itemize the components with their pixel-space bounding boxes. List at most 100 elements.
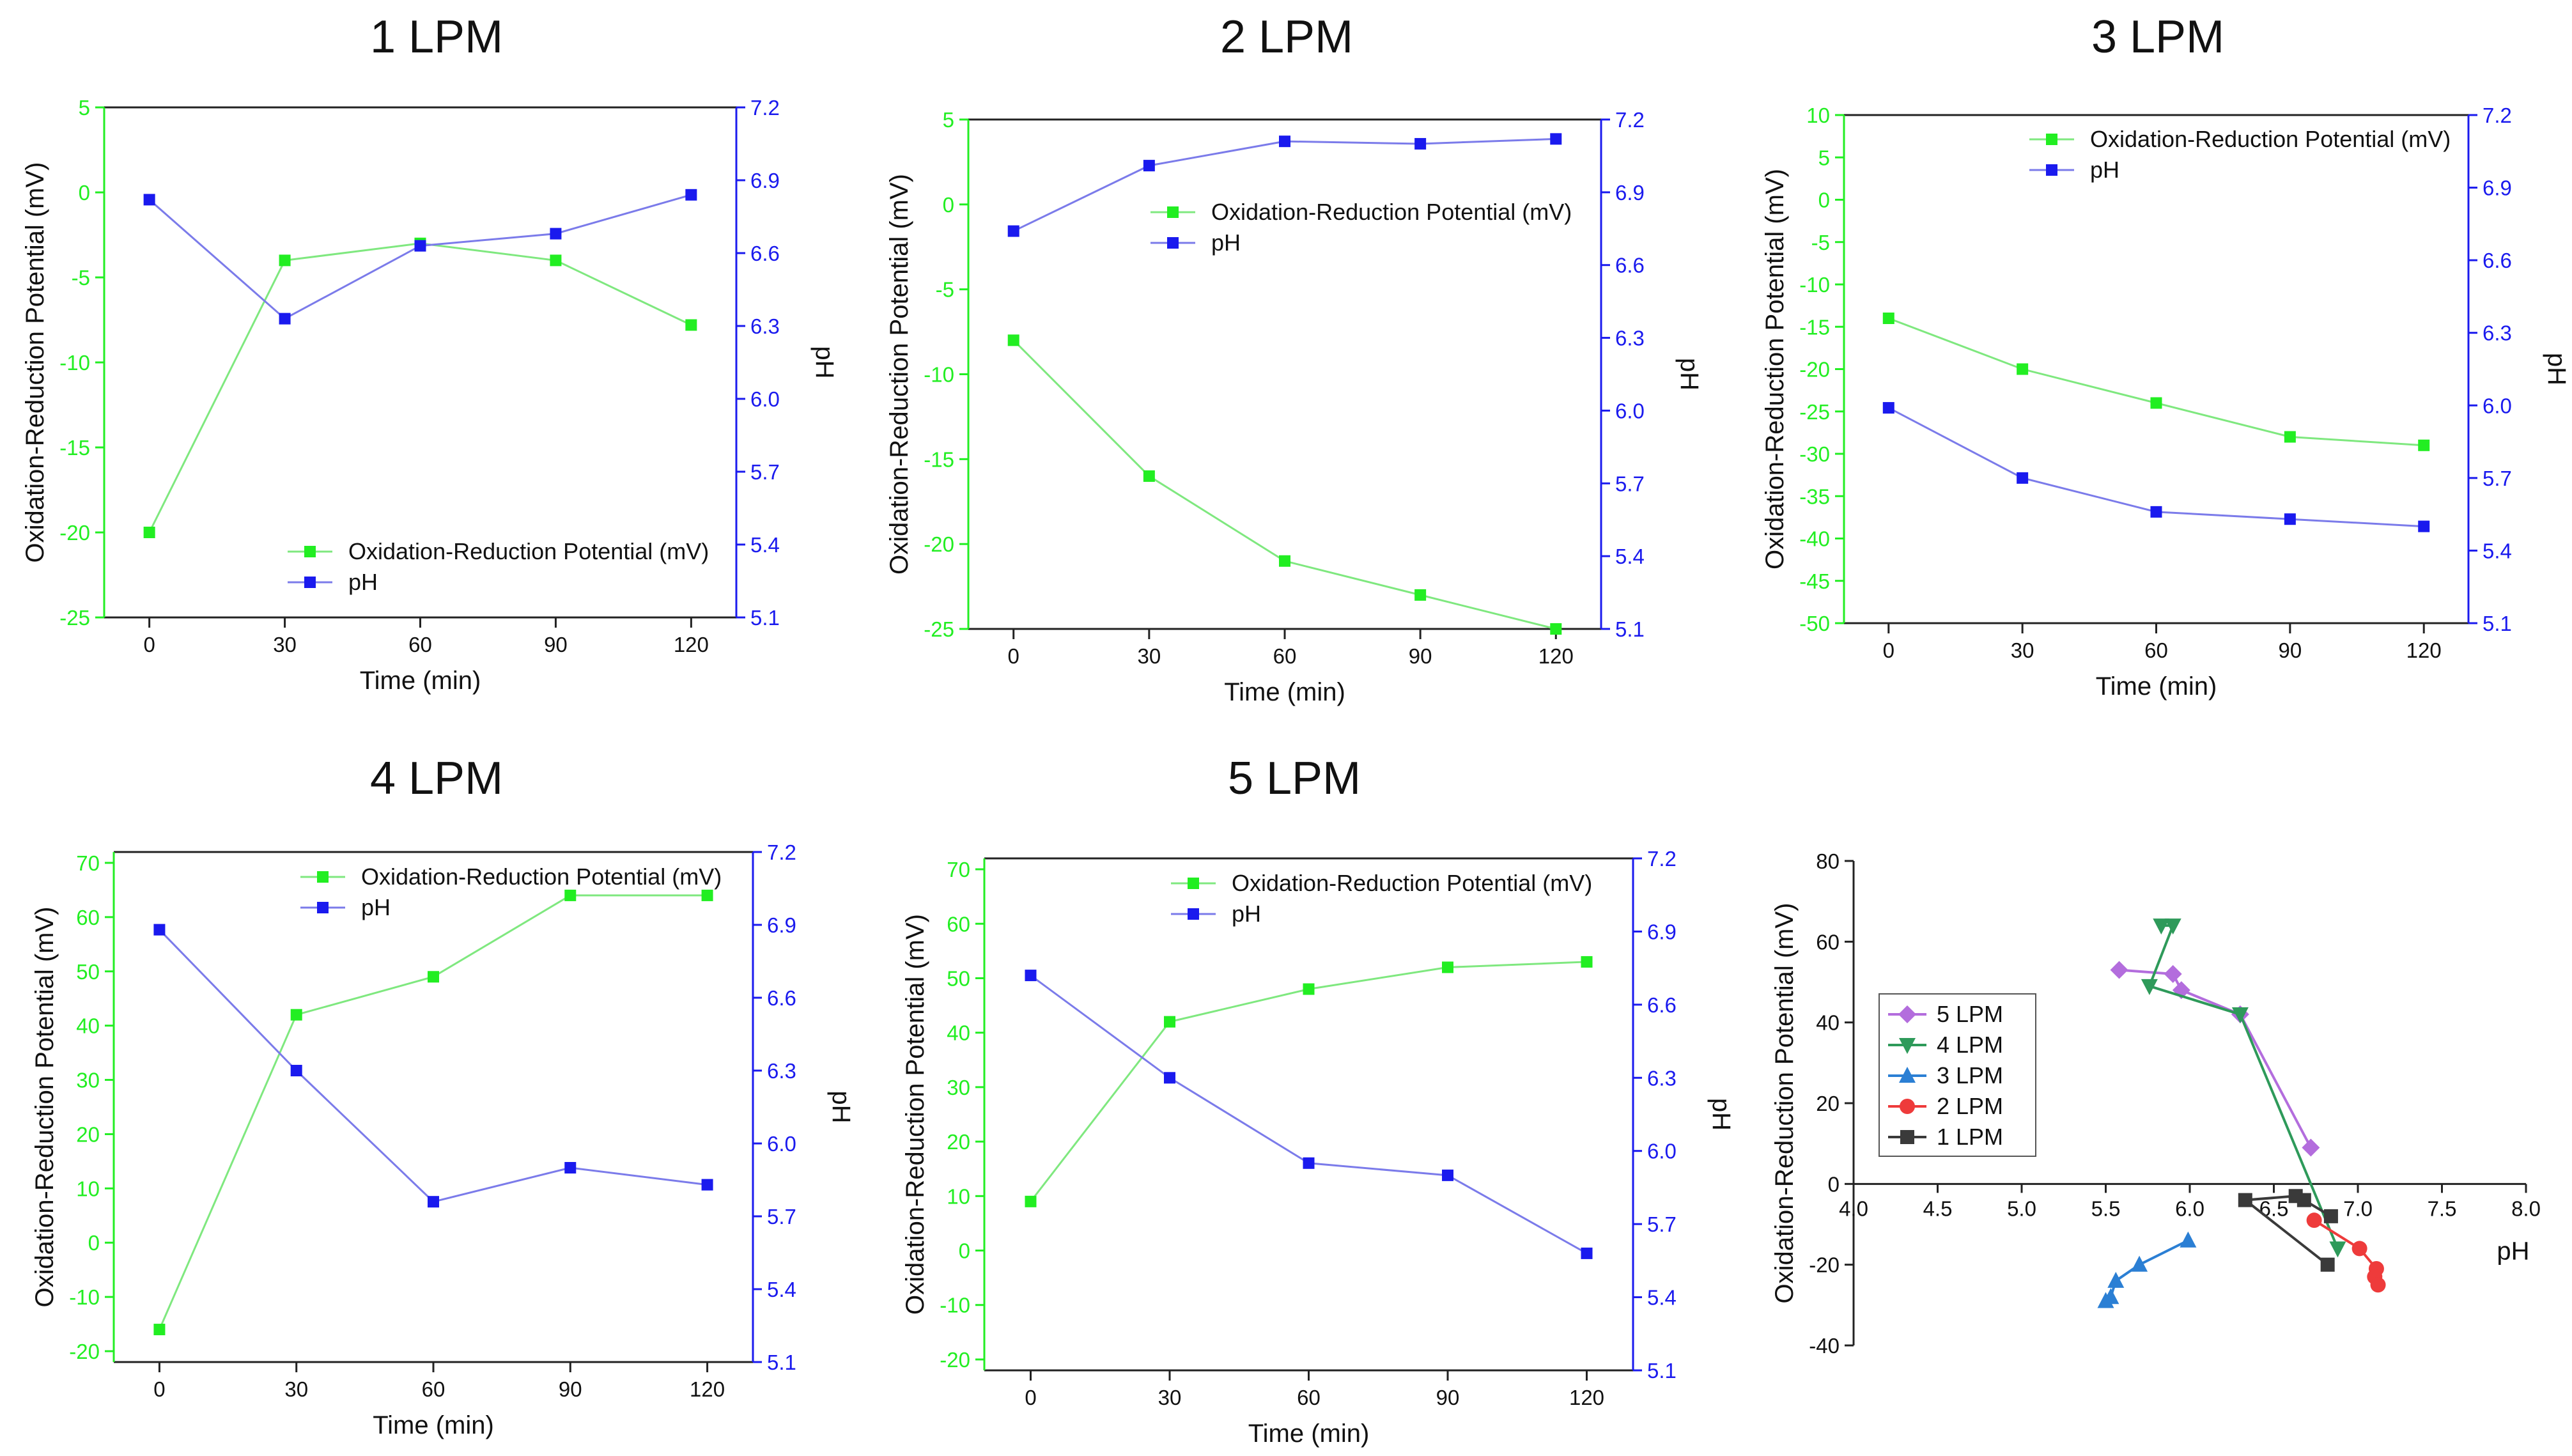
legend-marker <box>1900 1099 1915 1114</box>
y2-axis-title: pH <box>1707 1098 1735 1131</box>
x-tick-label: 0 <box>153 1377 165 1401</box>
x-tick-label: 90 <box>2278 639 2302 662</box>
ph-point <box>685 189 697 201</box>
orp-series-line <box>159 894 708 1330</box>
data-point <box>2302 1138 2320 1157</box>
data-point <box>2164 918 2181 935</box>
panel-title: 3 LPM <box>2091 12 2224 63</box>
legend: Oxidation-Reduction Potential (mV) pH <box>1150 199 1572 256</box>
x-tick-label: 30 <box>1158 1386 1182 1409</box>
y2-tick-label: 5.4 <box>1615 545 1645 568</box>
legend-label: pH <box>348 569 378 595</box>
ph-point <box>2017 472 2029 484</box>
y-tick-label: -20 <box>69 1340 100 1363</box>
y-tick-label: -45 <box>1799 569 1830 593</box>
y-tick-label: 20 <box>76 1122 100 1146</box>
y-tick-label: 20 <box>1816 1092 1840 1115</box>
orp-point <box>564 889 577 901</box>
y-tick-label: -20 <box>924 532 954 556</box>
legend-marker <box>2046 164 2057 176</box>
y2-tick-label: 5.7 <box>767 1205 796 1228</box>
x-tick-label: 7.5 <box>2428 1197 2457 1220</box>
legend-marker <box>1900 1130 1914 1144</box>
y2-tick-label: 5.7 <box>750 460 780 484</box>
orp-series-line <box>1888 317 2424 447</box>
data-point <box>2329 1241 2346 1258</box>
data-point <box>2306 1212 2322 1228</box>
y-tick-label: 10 <box>1806 104 1830 127</box>
y-tick-label: -10 <box>924 363 954 387</box>
y2-tick-label: 6.9 <box>1615 181 1645 205</box>
orp-point <box>550 254 562 267</box>
y-axis-title: Oxidation-Reduction Potential (mV) <box>901 914 929 1315</box>
panel-2lpm: 2 LPM 0 30 60 90 120 5 0 -5 -10 -15 -20 -25 7.2 6.9 6.6… <box>885 12 1703 706</box>
legend-marker <box>1167 206 1179 218</box>
y2-tick-label: 7.2 <box>750 96 780 120</box>
ph-point <box>1279 136 1290 148</box>
ph-point <box>550 228 562 240</box>
y-tick-label: -25 <box>1799 400 1830 424</box>
ph-point <box>1025 970 1037 982</box>
panel-title: 5 LPM <box>1228 753 1361 804</box>
orp-point <box>1279 555 1290 567</box>
panel-ph-vs-orp: 80 60 40 20 0 -20 -40 4.0 4.5 5.0 5.5 6.0 6.5 7.0 7.5 8… <box>1770 849 2541 1358</box>
y2-tick-label: 6.6 <box>767 986 796 1010</box>
y-tick-label: -30 <box>1799 442 1830 466</box>
ph-point <box>143 194 155 206</box>
x-axis-title: Time (min) <box>1224 678 1345 706</box>
x-axis-title: Time (min) <box>360 667 481 695</box>
legend-marker <box>317 871 329 883</box>
orp-point <box>1025 1195 1037 1207</box>
y2-tick-label: 5.4 <box>2483 539 2512 562</box>
y-tick-label: 10 <box>947 1184 970 1208</box>
y-axis-title: Oxidation-Reduction Potential (mV) <box>31 907 59 1308</box>
y-tick-label: -50 <box>1799 612 1830 635</box>
ph-point <box>1550 133 1562 145</box>
legend-label: Oxidation-Reduction Potential (mV) <box>1232 870 1592 896</box>
orp-point <box>1143 470 1155 482</box>
panel-1lpm: 1 LPM 0 30 60 90 120 5 0 -5 -10 -15 -20 -25 7.2 6.9 6.6… <box>21 12 839 695</box>
y-tick-label: 50 <box>76 960 100 984</box>
y-axis-title: Oxidation-Reduction Potential (mV) <box>1770 903 1799 1304</box>
legend-marker <box>1899 1038 1916 1054</box>
legend-label: Oxidation-Reduction Potential (mV) <box>361 864 722 890</box>
y2-tick-label: 6.0 <box>750 387 780 411</box>
orp-point <box>2418 439 2430 451</box>
y2-tick-label: 6.0 <box>1647 1140 1677 1163</box>
x-tick-label: 5.0 <box>2007 1197 2036 1220</box>
orp-point <box>1442 961 1453 973</box>
y-tick-label: -25 <box>924 617 954 641</box>
y-tick-label: 0 <box>959 1239 970 1263</box>
y-tick-label: 40 <box>76 1014 100 1038</box>
x-tick-label: 0 <box>1008 644 1019 668</box>
ph-series-line <box>148 194 692 320</box>
y2-tick-label: 6.6 <box>2483 249 2512 272</box>
y-tick-label: 70 <box>947 858 970 881</box>
ph-point <box>564 1162 577 1173</box>
ph-point <box>1303 1157 1315 1169</box>
y-tick-label: 0 <box>1828 1172 1840 1196</box>
x-tick-label: 60 <box>2144 639 2168 662</box>
y-tick-label: -10 <box>1799 273 1830 297</box>
orp-point <box>290 1009 302 1021</box>
y-tick-label: -40 <box>1799 527 1830 551</box>
y-axis-title: Oxidation-Reduction Potential (mV) <box>1761 169 1789 569</box>
x-tick-label: 30 <box>284 1377 308 1401</box>
ph-point <box>290 1065 302 1076</box>
legend-marker <box>304 577 316 588</box>
y-tick-label: -40 <box>1809 1334 1840 1358</box>
y2-tick-label: 6.6 <box>1615 254 1645 277</box>
data-point <box>2323 1209 2338 1223</box>
data-point <box>2164 964 2182 983</box>
orp-point <box>1303 983 1315 995</box>
ph-point <box>1164 1072 1175 1084</box>
data-point <box>2141 979 2158 995</box>
y-tick-label: -15 <box>1799 315 1830 339</box>
y-tick-label: 5 <box>79 96 90 120</box>
x-tick-label: 7.0 <box>2343 1197 2373 1220</box>
x-tick-label: 0 <box>1025 1386 1036 1409</box>
y2-tick-label: 6.3 <box>750 314 780 338</box>
x-tick-label: 6.5 <box>2259 1197 2289 1220</box>
legend-label: 4 LPM <box>1937 1032 2003 1058</box>
y2-tick-label: 6.0 <box>767 1132 796 1156</box>
